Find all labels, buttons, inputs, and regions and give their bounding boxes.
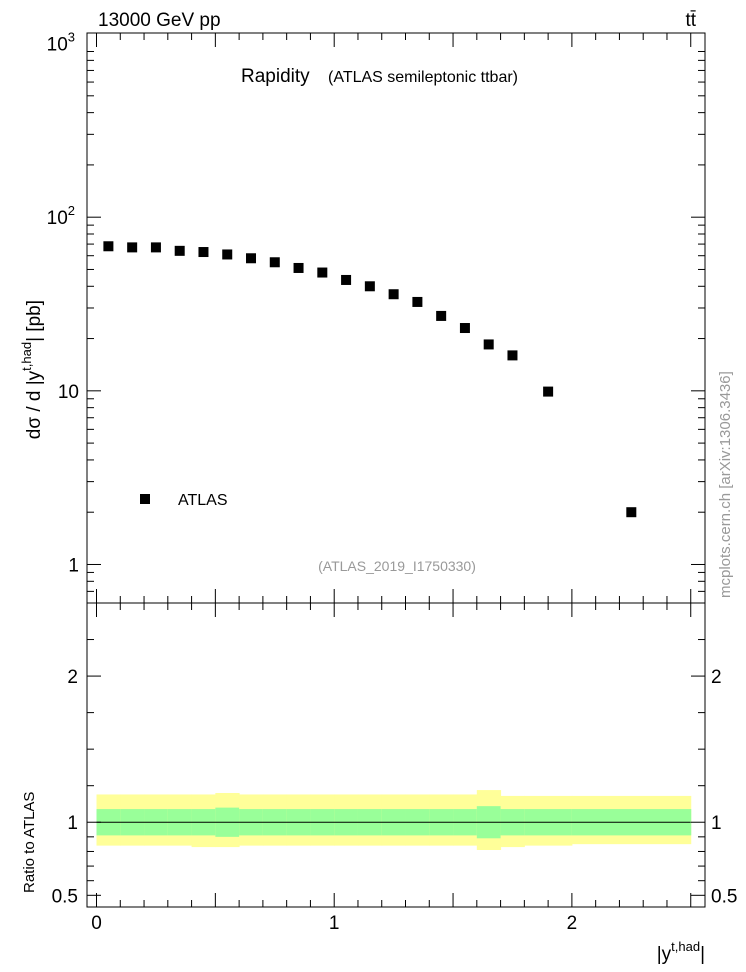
data-point (222, 249, 233, 260)
data-point (483, 339, 494, 350)
ratio-y-tick-label: 0.5 (52, 886, 78, 907)
ratio-ylabel: Ratio to ATLAS (21, 792, 38, 893)
data-point (412, 296, 423, 307)
header-left: 13000 GeV pp (98, 10, 221, 31)
data-point (388, 289, 399, 300)
data-point (507, 350, 518, 361)
data-point (364, 281, 375, 292)
side-label: mcplots.cern.ch [arXiv:1306.3436] (717, 371, 734, 598)
legend-marker (140, 494, 150, 504)
ratio-y-tick-label-right: 1 (711, 813, 722, 834)
legend-label: ATLAS (178, 492, 228, 509)
top-ylabel-sup: t,had (19, 342, 34, 371)
data-point (459, 323, 470, 334)
y-tick-label-base: 10 (47, 208, 68, 229)
xlabel-end: | (700, 944, 705, 965)
analysis-id: (ATLAS_2019_I1750330) (318, 558, 476, 574)
y-tick-label-sup: 3 (68, 30, 75, 45)
ratio-y-tick-label: 2 (67, 667, 78, 688)
data-point (543, 386, 554, 397)
top-ylabel-end: | [pb] (24, 300, 45, 342)
y-tick-label-base: 10 (47, 35, 68, 56)
data-point (626, 507, 637, 518)
top-ylabel-main: dσ / d |y (24, 370, 45, 439)
y-tick-label: 10 (58, 382, 79, 403)
data-point (127, 242, 138, 253)
ratio-y-tick-label: 1 (67, 813, 78, 834)
data-point (293, 262, 304, 273)
data-point (103, 241, 114, 252)
xlabel-main: |y (657, 944, 672, 965)
data-point (198, 247, 209, 258)
ratio-bands (96, 790, 692, 850)
chart-title: Rapidity (241, 66, 310, 87)
chart-subtitle: (ATLAS semileptonic ttbar) (328, 69, 518, 86)
x-tick-label: 2 (567, 913, 578, 934)
xlabel: |yt,had| (657, 939, 705, 965)
top-axis-ticks (87, 33, 705, 604)
x-tick-label: 0 (91, 913, 102, 934)
x-tick-label: 1 (329, 913, 340, 934)
ratio-plot-frame (86, 602, 706, 908)
y-tick-label: 102 (47, 203, 75, 229)
y-tick-label: 1 (68, 555, 79, 576)
top-ylabel: dσ / d |yt,had| [pb] (19, 300, 45, 439)
data-point (317, 267, 328, 278)
xlabel-sup: t,had (671, 939, 700, 954)
y-tick-label-sup: 2 (68, 203, 75, 218)
ratio-axis-ticks (87, 602, 705, 907)
header-right: tt̄ (685, 10, 696, 31)
top-plot-frame (86, 32, 706, 604)
data-point (341, 274, 352, 285)
data-point (174, 245, 185, 256)
ratio-y-tick-label-right: 0.5 (711, 886, 737, 907)
ratio-y-tick-label-right: 2 (711, 667, 722, 688)
data-points (103, 241, 637, 518)
data-point (150, 242, 161, 253)
data-point (246, 253, 257, 264)
data-point (436, 310, 447, 321)
data-point (269, 257, 280, 268)
y-tick-label: 103 (47, 30, 75, 56)
